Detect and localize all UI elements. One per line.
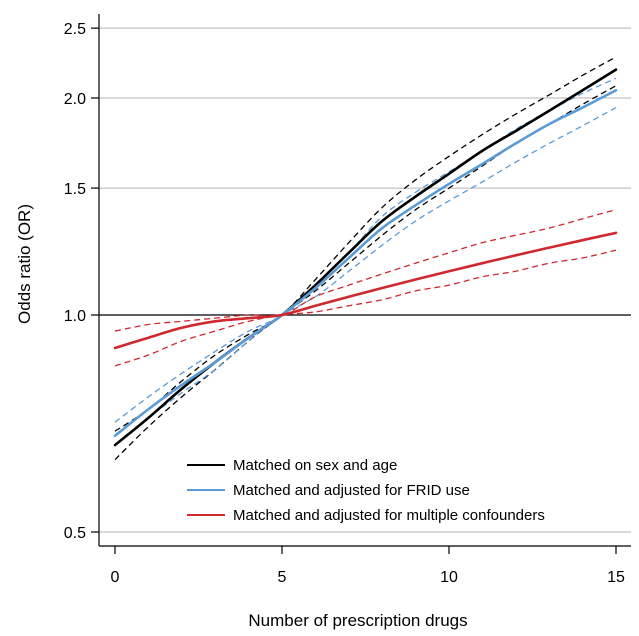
y-tick-label-3: 2.0 [64, 91, 86, 108]
legend-label-0: Matched on sex and age [233, 457, 397, 474]
matched-on-sex-and-age-95-ci-lower [114, 85, 617, 461]
matched-and-adjusted-for-multiple-confounders-95-ci-upper [114, 209, 617, 332]
legend-label-2: Matched and adjusted for multiple confou… [233, 507, 545, 524]
x-tick-label-1: 5 [278, 569, 287, 586]
matched-and-adjusted-for-frid-use-95-ci-upper [114, 77, 617, 423]
axis-layer: 0.5 1.0 1.5 2.0 2.5 0 5 10 15 [64, 14, 631, 586]
x-tick-label-0: 0 [111, 569, 120, 586]
grid-layer [99, 27, 631, 533]
y-tick-label-2: 1.5 [64, 181, 86, 198]
matched-and-adjusted-for-frid-use-95-ci-lower [114, 106, 617, 446]
y-axis-title: Odds ratio (OR) [15, 204, 34, 324]
x-tick-label-2: 10 [440, 569, 458, 586]
legend: Matched on sex and age Matched and adjust… [187, 457, 545, 524]
matched-on-sex-and-age-95-ci-upper [114, 56, 617, 432]
series-layer [113, 56, 618, 461]
legend-label-1: Matched and adjusted for FRID use [233, 482, 470, 499]
x-axis-title: Number of prescription drugs [248, 611, 467, 630]
matched-on-sex-and-age-line [113, 68, 618, 447]
x-tick-label-3: 15 [607, 569, 625, 586]
y-tick-label-4: 2.5 [64, 21, 86, 38]
y-tick-label-0: 0.5 [64, 525, 86, 542]
matched-and-adjusted-for-multiple-confounders-line [113, 231, 618, 350]
matched-and-adjusted-for-frid-use-line [113, 88, 618, 438]
matched-and-adjusted-for-multiple-confounders-95-ci-lower [114, 249, 617, 367]
y-tick-label-1: 1.0 [64, 308, 86, 325]
